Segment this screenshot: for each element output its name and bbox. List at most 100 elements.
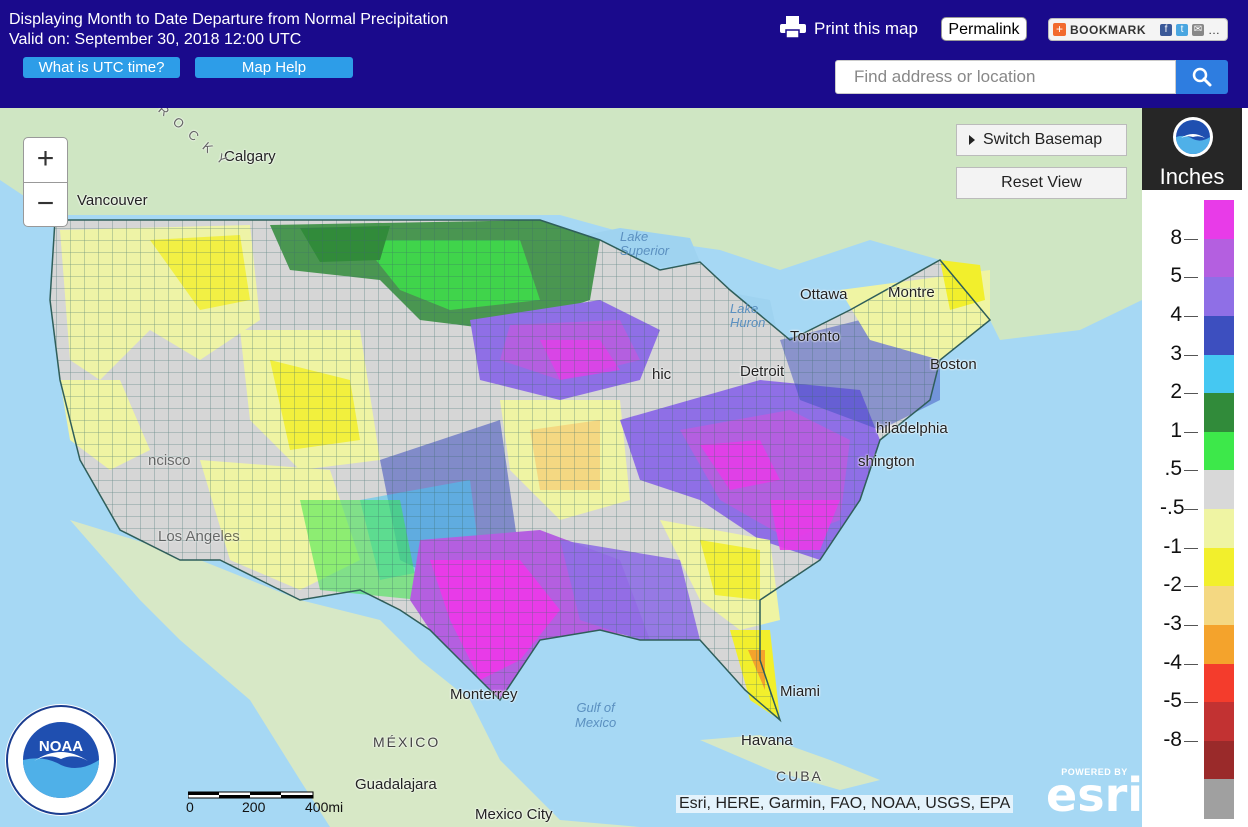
legend-swatch: [1204, 277, 1234, 317]
map-canvas: [0, 108, 1142, 827]
legend-tick-label: -2: [1163, 573, 1182, 597]
legend-tick-label: -1: [1163, 534, 1182, 558]
search-box: [835, 60, 1176, 94]
legend-swatch: [1204, 238, 1234, 278]
legend-tick-mark: [1184, 431, 1198, 433]
cuba-land: [700, 735, 880, 790]
legend-swatch: [1204, 547, 1234, 587]
legend-swatch: [1204, 624, 1234, 664]
header-bar: Displaying Month to Date Departure from …: [0, 0, 1248, 108]
legend-tick-label: 5: [1170, 264, 1182, 288]
scale-bar: [188, 791, 314, 799]
place-lake-huron: Lake Huron: [730, 301, 766, 330]
legend-tick-label: -4: [1163, 650, 1182, 674]
legend-swatch: [1204, 354, 1234, 394]
svg-text:NOAA: NOAA: [39, 738, 83, 755]
scale-label-0: 0: [186, 799, 194, 815]
place-san-francisco: ncisco: [148, 452, 191, 469]
switch-basemap-label: Switch Basemap: [983, 131, 1103, 148]
map-help-button[interactable]: Map Help: [195, 57, 353, 78]
email-icon: ✉: [1192, 23, 1204, 36]
legend-tick-label: -.5: [1160, 496, 1185, 519]
legend-tick-mark: [1184, 277, 1198, 279]
print-map-link[interactable]: Print this map: [780, 14, 918, 44]
twitter-icon: t: [1176, 23, 1188, 36]
legend-tick-mark: [1184, 238, 1198, 240]
legend-tick-mark: [1184, 740, 1198, 742]
legend-tick-label: .5: [1164, 457, 1182, 481]
legend-tick-label: 2: [1170, 380, 1182, 404]
place-monterrey: Monterrey: [450, 686, 518, 703]
facebook-icon: f: [1160, 23, 1172, 36]
esri-wordmark: esri: [1046, 768, 1144, 822]
place-miami: Miami: [780, 683, 820, 700]
map-attribution: Esri, HERE, Garmin, FAO, NOAA, USGS, EPA: [676, 795, 1014, 813]
search-button[interactable]: [1176, 60, 1228, 94]
legend-swatch: [1204, 740, 1234, 780]
legend-unit: Inches: [1159, 164, 1225, 189]
canada-land: [0, 108, 1142, 340]
bookmark-button[interactable]: + BOOKMARK f t ✉ …: [1048, 18, 1228, 41]
place-philadelphia: hiladelphia: [876, 420, 948, 437]
place-montreal: Montre: [888, 284, 935, 301]
noaa-logo-icon: [1173, 117, 1213, 157]
noaa-seal-logo: NOAA: [5, 704, 117, 816]
place-mexico-city: Mexico City: [475, 806, 553, 823]
zoom-in-button[interactable]: +: [24, 138, 67, 183]
print-map-label: Print this map: [814, 19, 918, 38]
legend-tick-label: 1: [1170, 418, 1182, 442]
mexico-land: [70, 520, 640, 827]
legend-swatch: [1204, 431, 1234, 471]
scale-label-200: 200: [242, 799, 266, 815]
place-washington: shington: [858, 453, 915, 470]
legend-tick-mark: [1184, 393, 1198, 395]
place-boston: Boston: [930, 356, 977, 373]
utc-time-button[interactable]: What is UTC time?: [23, 57, 180, 78]
legend-swatch: [1204, 393, 1234, 433]
place-guadalajara: Guadalajara: [355, 776, 437, 793]
esri-logo: POWERED BY esri: [1046, 767, 1144, 822]
legend-swatch: [1204, 315, 1234, 355]
more-icon: …: [1208, 22, 1220, 37]
place-calgary: Calgary: [224, 148, 276, 165]
switch-basemap-button[interactable]: Switch Basemap: [956, 124, 1127, 156]
legend-swatch: [1204, 779, 1234, 819]
plus-icon: +: [1053, 23, 1066, 36]
legend-swatch: [1204, 702, 1234, 742]
reset-view-button[interactable]: Reset View: [956, 167, 1127, 199]
bookmark-label: BOOKMARK: [1070, 22, 1146, 37]
permalink-button[interactable]: Permalink: [941, 17, 1027, 41]
map-title: Displaying Month to Date Departure from …: [9, 11, 449, 28]
legend-tick-label: -3: [1163, 611, 1182, 635]
legend-tick-mark: [1184, 663, 1198, 665]
legend-tick-mark: [1184, 509, 1198, 510]
esri-powered-text: POWERED BY: [1061, 767, 1128, 777]
legend-swatch: [1204, 470, 1234, 510]
place-gulf-of-mexico: Gulf of Mexico: [575, 700, 617, 730]
legend-tick-mark: [1184, 624, 1198, 626]
legend-swatch: [1204, 200, 1234, 240]
legend-tick-label: 3: [1170, 341, 1182, 365]
legend-swatch: [1204, 663, 1234, 703]
legend-tick-mark: [1184, 354, 1198, 356]
legend-tick-label: 4: [1170, 302, 1182, 326]
place-cuba: CUBA: [776, 768, 823, 784]
scale-label-400: 400mi: [305, 799, 344, 815]
place-detroit: Detroit: [740, 363, 785, 380]
triangle-right-icon: [969, 135, 975, 145]
legend-header: Inches: [1142, 108, 1242, 190]
place-ottawa: Ottawa: [800, 286, 848, 303]
search-icon: [1192, 67, 1212, 87]
zoom-out-button[interactable]: −: [36, 187, 55, 220]
legend-tick-mark: [1184, 470, 1198, 472]
legend-tick-label: -8: [1163, 727, 1182, 751]
precipitation-map[interactable]: Calgary Vancouver R O C K Y Lake Superio…: [0, 108, 1142, 827]
printer-icon: [780, 15, 806, 43]
legend-tick-mark: [1184, 586, 1198, 588]
valid-date: Valid on: September 30, 2018 12:00 UTC: [9, 31, 302, 48]
legend-tick-mark: [1184, 702, 1198, 704]
place-vancouver: Vancouver: [77, 192, 148, 209]
legend-swatch: [1204, 509, 1234, 549]
search-input[interactable]: [852, 61, 1156, 93]
legend-tick-label: 8: [1170, 225, 1182, 249]
